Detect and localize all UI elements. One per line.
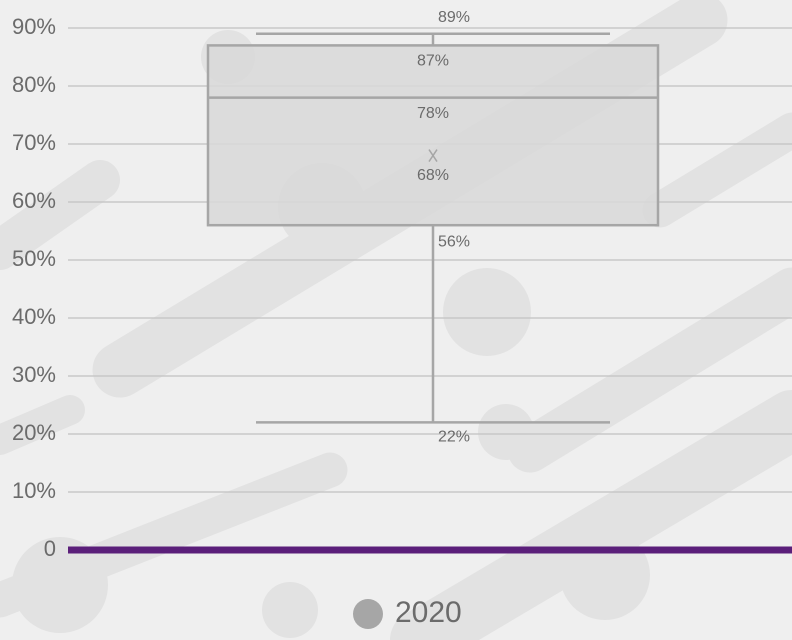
value-label: 87% bbox=[417, 53, 449, 70]
value-label: 68% bbox=[417, 167, 449, 184]
box bbox=[206, 44, 660, 227]
y-tick-label: 70% bbox=[12, 130, 56, 155]
value-label: 89% bbox=[438, 9, 470, 26]
value-label: 22% bbox=[438, 429, 470, 446]
legend-label: 2020 bbox=[395, 596, 462, 629]
y-tick-label: 60% bbox=[12, 188, 56, 213]
y-tick-label: 20% bbox=[12, 420, 56, 445]
value-label: 56% bbox=[438, 233, 470, 250]
y-tick-label: 80% bbox=[12, 72, 56, 97]
y-tick-label: 0 bbox=[44, 536, 56, 561]
value-label: 78% bbox=[417, 105, 449, 122]
y-tick-label: 40% bbox=[12, 304, 56, 329]
y-tick-label: 50% bbox=[12, 246, 56, 271]
y-tick-label: 10% bbox=[12, 478, 56, 503]
y-tick-label: 30% bbox=[12, 362, 56, 387]
legend-swatch bbox=[353, 599, 383, 629]
y-tick-label: 90% bbox=[12, 14, 56, 39]
mean-marker bbox=[428, 149, 438, 163]
